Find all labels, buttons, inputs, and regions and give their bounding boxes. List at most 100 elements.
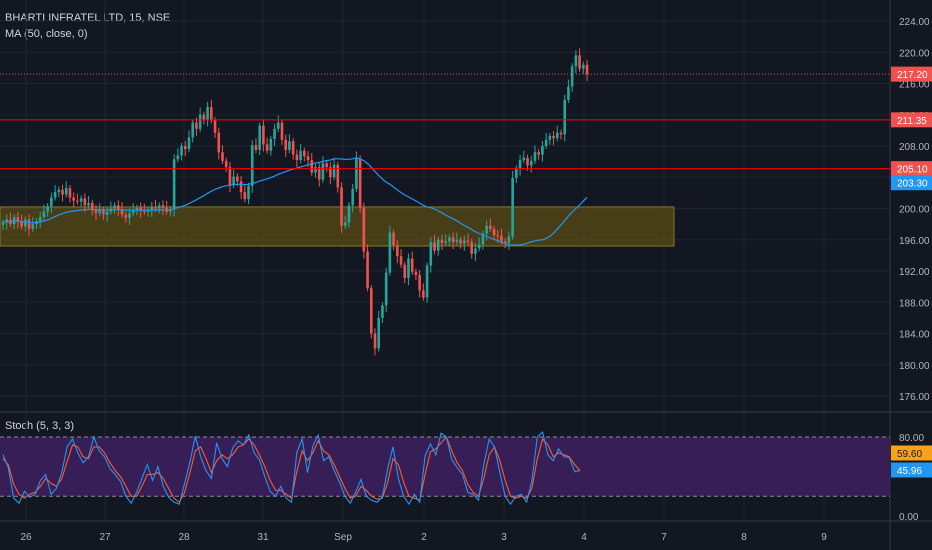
- candle: [258, 122, 261, 155]
- candle: [183, 140, 187, 157]
- candle-body: [541, 146, 544, 155]
- candle: [38, 212, 42, 229]
- candle: [228, 162, 232, 193]
- candle: [213, 117, 217, 138]
- candle: [317, 162, 321, 187]
- candle-body: [183, 146, 187, 150]
- price-label-211-35: 211.35: [891, 112, 932, 128]
- time-tick-label: 2: [421, 532, 427, 543]
- stoch-value-box: [891, 462, 932, 478]
- candle-body: [295, 154, 299, 161]
- candle-body: [27, 219, 31, 229]
- candle-body: [582, 64, 585, 69]
- candle: [481, 230, 485, 250]
- candle-body: [459, 239, 462, 244]
- time-tick-label: 3: [501, 532, 507, 543]
- candle-body: [20, 221, 23, 227]
- candle: [340, 182, 343, 233]
- candle-body: [143, 210, 146, 212]
- candle: [384, 267, 388, 313]
- candle: [102, 206, 105, 220]
- candle: [79, 195, 83, 207]
- candle-body: [124, 214, 128, 218]
- candle: [522, 150, 526, 164]
- candle-body: [98, 210, 102, 214]
- candle-body: [329, 167, 332, 178]
- stoch-tick-label: 0.00: [899, 512, 919, 523]
- price-tick-label: 188.00: [899, 298, 930, 309]
- candle-body: [548, 135, 552, 140]
- candle: [570, 63, 574, 92]
- candle: [243, 185, 247, 203]
- candle: [567, 79, 570, 104]
- candle-body: [46, 206, 49, 212]
- candle: [191, 119, 195, 143]
- candle-body: [351, 188, 354, 206]
- candle-body: [481, 233, 485, 245]
- candle: [541, 140, 544, 162]
- candle: [124, 211, 128, 223]
- candle: [1, 219, 5, 230]
- candle-body: [117, 205, 120, 210]
- candle-body: [135, 207, 139, 211]
- candle-body: [373, 333, 377, 349]
- candle-body: [578, 55, 581, 69]
- candle-body: [377, 317, 381, 349]
- candle-body: [280, 122, 284, 140]
- candle: [143, 203, 146, 215]
- candle: [511, 171, 514, 240]
- candle-body: [433, 242, 436, 251]
- candle: [150, 201, 154, 218]
- candle-body: [503, 241, 507, 243]
- candle: [518, 154, 522, 176]
- candle-body: [343, 222, 347, 226]
- candle: [477, 237, 481, 252]
- candle-body: [172, 159, 176, 210]
- candle: [57, 186, 61, 198]
- candle-body: [399, 256, 403, 265]
- price-label-text: 203.30: [897, 179, 928, 190]
- candle-body: [206, 106, 209, 120]
- candle: [87, 196, 90, 209]
- candle-body: [72, 197, 75, 201]
- time-tick-label: 26: [20, 532, 32, 543]
- candle: [373, 328, 377, 356]
- candle-body: [1, 222, 5, 225]
- candle-body: [269, 138, 273, 151]
- candle-body: [451, 237, 455, 243]
- candle: [466, 233, 470, 246]
- candle: [64, 181, 68, 198]
- price-label-text: 205.10: [897, 165, 928, 176]
- candle-body: [247, 185, 250, 200]
- candle-body: [291, 141, 295, 155]
- candle: [578, 48, 581, 72]
- candle-body: [128, 213, 131, 218]
- candle-body: [570, 66, 574, 87]
- candle-body: [61, 189, 64, 195]
- candle: [462, 235, 466, 251]
- candle-body: [332, 164, 336, 178]
- candle-body: [154, 206, 157, 209]
- candle: [72, 192, 75, 208]
- candle: [195, 117, 198, 136]
- candle: [563, 94, 567, 142]
- candle: [206, 101, 209, 127]
- candle-body: [358, 158, 362, 208]
- candle: [27, 214, 31, 236]
- candle: [325, 160, 328, 173]
- stoch-indicator-label: Stoch (5, 3, 3): [5, 420, 75, 432]
- candle-body: [526, 157, 529, 166]
- candle: [68, 185, 72, 203]
- candle-body: [317, 167, 321, 180]
- candle-body: [176, 155, 180, 160]
- candle: [343, 215, 347, 229]
- candle: [537, 149, 540, 160]
- candle-body: [157, 205, 161, 209]
- candle: [377, 310, 381, 352]
- candle: [336, 161, 340, 193]
- candle-body: [191, 122, 195, 138]
- candle-body: [161, 205, 165, 208]
- candle: [239, 176, 243, 200]
- candle-body: [440, 239, 444, 243]
